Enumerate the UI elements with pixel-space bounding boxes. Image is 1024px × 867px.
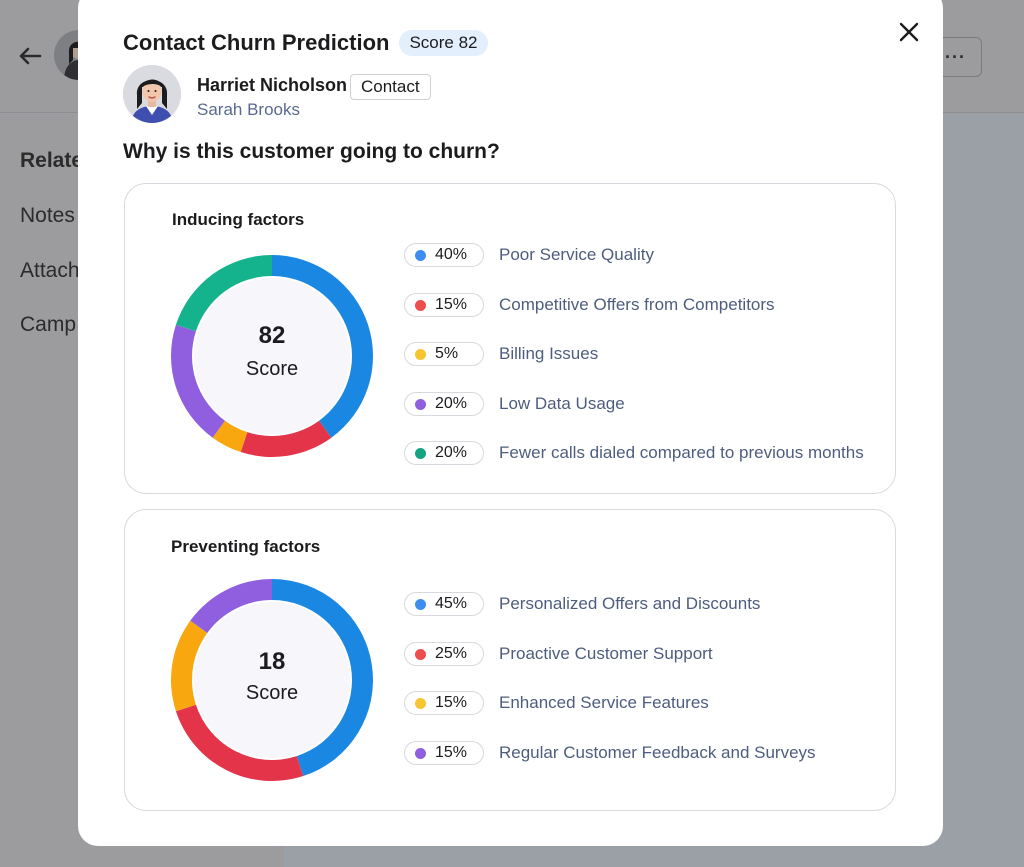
slice-label: Regular Customer Feedback and Surveys <box>499 743 816 762</box>
preventing-factor-row: 25% Proactive Customer Support <box>404 642 713 666</box>
legend-dot <box>415 598 426 610</box>
inducing-factors-title: Inducing factors <box>172 210 305 229</box>
preventing-factor-row: 45% Personalized Offers and Discounts <box>404 592 760 616</box>
inducing-factor-row: 5% Billing Issues <box>404 342 598 366</box>
donut-slice-4 <box>190 579 272 633</box>
legend-dot <box>415 348 426 360</box>
percent-pill: 15% <box>404 691 484 715</box>
legend-dot <box>415 398 426 410</box>
donut-slice-1 <box>272 255 373 438</box>
donut-center-disc <box>194 602 350 758</box>
preventing-donut-svg <box>171 579 373 781</box>
slice-percent: 20% <box>435 444 468 461</box>
percent-pill: 40% <box>404 243 484 267</box>
slice-label: Personalized Offers and Discounts <box>499 594 761 613</box>
preventing-factors-title: Preventing factors <box>171 537 321 556</box>
slice-percent: 25% <box>435 645 468 662</box>
slice-label: Enhanced Service Features <box>499 693 709 712</box>
back-arrow-icon[interactable] <box>14 40 46 72</box>
preventing-factors-donut: 18 Score <box>170 578 374 782</box>
donut-slice-1 <box>272 579 373 777</box>
donut-slice-2 <box>175 704 304 781</box>
donut-slice-3 <box>171 620 208 712</box>
preventing-score-label: Score <box>245 682 299 704</box>
modal-header: Contact Churn Prediction Score 82 <box>123 28 488 58</box>
contact-owner[interactable]: Sarah Brooks <box>197 100 300 119</box>
preventing-score-value: 18 <box>258 648 286 675</box>
percent-pill: 15% <box>404 293 484 317</box>
percent-pill: 45% <box>404 592 484 616</box>
slice-percent: 15% <box>435 694 468 711</box>
donut-slice-2 <box>240 420 332 457</box>
legend-dot <box>415 648 426 660</box>
contact-avatar <box>123 65 181 123</box>
slice-label: Proactive Customer Support <box>499 644 713 663</box>
inducing-factor-row: 15% Competitive Offers from Competitors <box>404 293 775 317</box>
legend-dot <box>415 249 426 261</box>
more-options-label: ··· <box>945 47 966 67</box>
percent-pill: 20% <box>404 441 484 465</box>
slice-label: Competitive Offers from Competitors <box>499 295 775 314</box>
slice-label: Low Data Usage <box>499 394 625 413</box>
percent-pill: 15% <box>404 741 484 765</box>
preventing-factor-row: 15% Enhanced Service Features <box>404 691 709 715</box>
inducing-factor-row: 20% Low Data Usage <box>404 392 625 416</box>
percent-pill: 20% <box>404 392 484 416</box>
donut-slice-5 <box>175 255 272 332</box>
slice-label: Poor Service Quality <box>499 245 654 264</box>
legend-dot <box>415 747 426 759</box>
score-badge: Score 82 <box>399 30 488 56</box>
slice-label: Billing Issues <box>499 344 599 363</box>
legend-dot <box>415 697 426 709</box>
slice-percent: 20% <box>435 395 468 412</box>
modal-title: Contact Churn Prediction <box>123 30 390 55</box>
contact-name[interactable]: Harriet Nicholson <box>197 75 348 95</box>
inducing-factor-row: 20% Fewer calls dialed compared to previ… <box>404 441 864 465</box>
donut-slice-4 <box>171 324 225 438</box>
donut-slice-3 <box>212 420 248 453</box>
slice-percent: 15% <box>435 744 468 761</box>
donut-center-disc <box>194 278 350 434</box>
sidebar-item-attachments[interactable]: Attach <box>20 259 80 282</box>
percent-pill: 5% <box>404 342 484 366</box>
inducing-factors-donut: 82 Score <box>170 254 374 458</box>
sidebar-item-notes[interactable]: Notes <box>20 204 75 227</box>
inducing-donut-svg <box>171 255 373 457</box>
preventing-factor-row: 15% Regular Customer Feedback and Survey… <box>404 741 816 765</box>
slice-percent: 5% <box>435 345 459 362</box>
sidebar-item-campaigns[interactable]: Camp <box>20 313 77 336</box>
contact-type-tag: Contact <box>350 74 431 100</box>
legend-dot <box>415 447 426 459</box>
legend-dot <box>415 299 426 311</box>
slice-label: Fewer calls dialed compared to previous … <box>499 443 864 462</box>
close-icon[interactable] <box>895 18 923 46</box>
inducing-score-label: Score <box>245 358 299 380</box>
inducing-score-value: 82 <box>258 322 286 349</box>
sidebar-item-related[interactable]: Relate <box>20 149 84 172</box>
slice-percent: 15% <box>435 296 468 313</box>
inducing-factor-row: 40% Poor Service Quality <box>404 243 654 267</box>
slice-percent: 45% <box>435 595 468 612</box>
slice-percent: 40% <box>435 246 468 263</box>
churn-question-heading: Why is this customer going to churn? <box>123 140 500 163</box>
percent-pill: 25% <box>404 642 484 666</box>
